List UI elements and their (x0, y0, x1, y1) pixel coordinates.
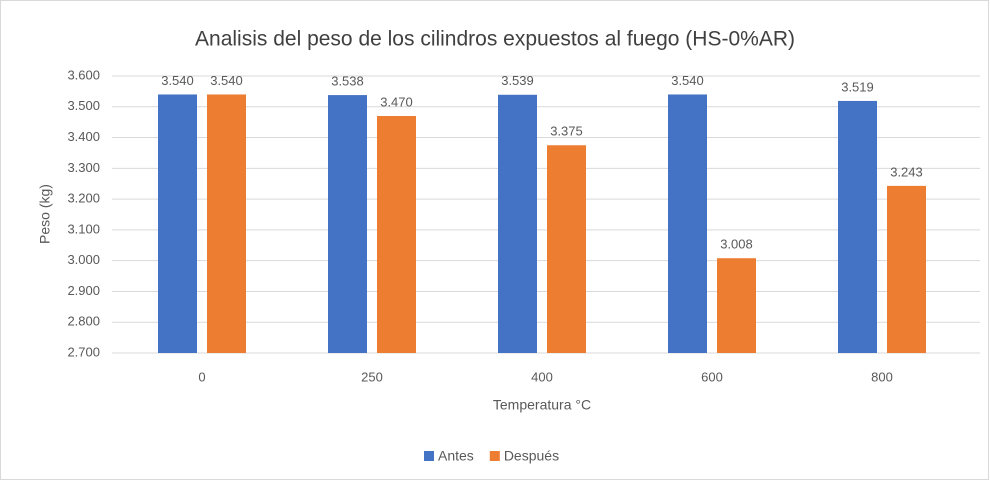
x-tick-label: 800 (871, 369, 893, 384)
y-tick-label: 2.800 (67, 314, 100, 329)
data-label: 3.540 (671, 73, 704, 88)
data-label: 3.540 (161, 73, 194, 88)
y-tick-label: 3.200 (67, 191, 100, 206)
bar (547, 145, 586, 353)
y-tick-label: 3.100 (67, 221, 100, 236)
data-label: 3.243 (890, 164, 923, 179)
x-tick-label: 600 (701, 369, 723, 384)
y-tick-label: 3.000 (67, 252, 100, 267)
data-label: 3.470 (380, 94, 413, 109)
bar (377, 116, 416, 353)
x-tick-label: 400 (531, 369, 553, 384)
y-tick-label: 2.700 (67, 344, 100, 359)
data-label: 3.538 (331, 74, 364, 89)
bar (328, 95, 367, 354)
data-label: 3.519 (841, 79, 874, 94)
legend-swatch (489, 451, 500, 461)
x-axis-title: Temperatura °C (493, 397, 591, 413)
y-tick-label: 3.600 (67, 67, 100, 82)
chart-title: Analisis del peso de los cilindros expue… (195, 28, 795, 51)
y-tick-label: 2.900 (67, 283, 100, 298)
bar (207, 94, 246, 353)
bar (887, 185, 926, 353)
y-tick-label: 3.400 (67, 129, 100, 144)
legend-swatch (424, 451, 434, 461)
legend-label: Antes (438, 448, 474, 464)
bar (498, 94, 537, 353)
data-label: 3.540 (210, 73, 243, 88)
data-label: 3.008 (720, 237, 753, 252)
data-label: 3.375 (550, 124, 583, 139)
y-tick-label: 3.500 (67, 98, 100, 113)
y-tick-label: 3.300 (67, 160, 100, 175)
x-tick-label: 0 (198, 369, 205, 384)
bar (158, 94, 197, 353)
bar (717, 258, 756, 353)
x-tick-label: 250 (361, 369, 383, 384)
data-label: 3.539 (501, 73, 534, 88)
legend-label: Después (504, 448, 559, 464)
y-axis-title: Peso (kg) (37, 184, 53, 244)
bar (668, 94, 707, 353)
bar (838, 100, 877, 354)
